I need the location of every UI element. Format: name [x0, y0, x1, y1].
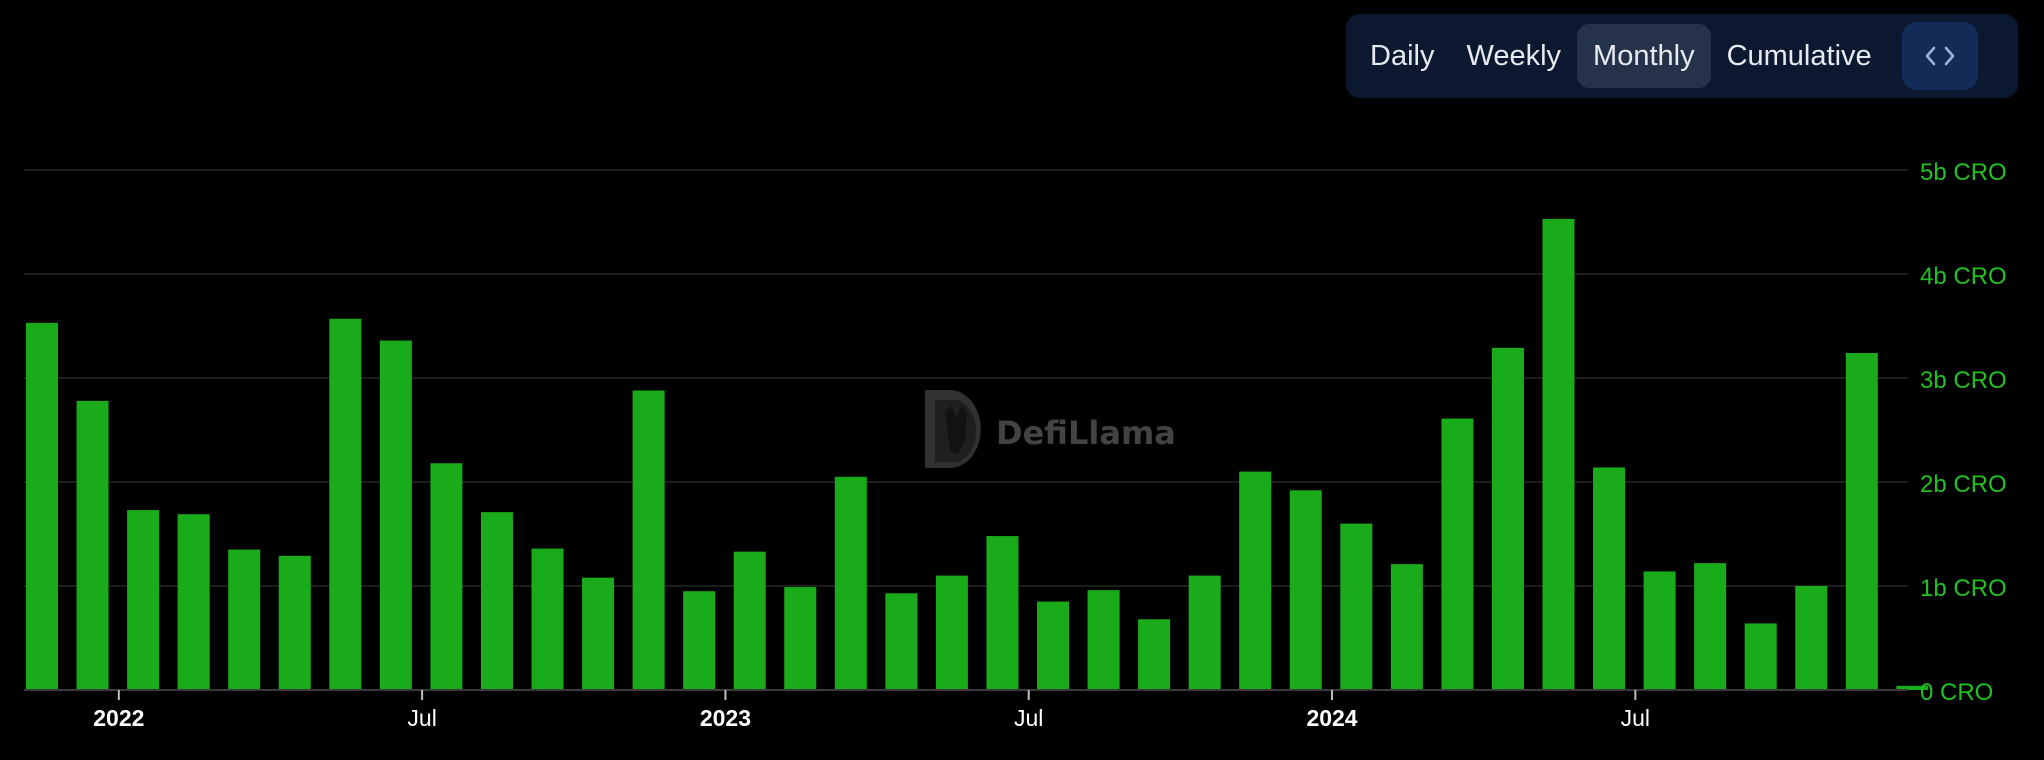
x-tick-label: Jul: [1621, 705, 1650, 731]
bar[interactable]: [885, 593, 918, 690]
bar[interactable]: [1896, 685, 1929, 690]
bar[interactable]: [1593, 467, 1626, 690]
bar[interactable]: [379, 340, 412, 690]
bar[interactable]: [733, 551, 766, 690]
bar[interactable]: [76, 400, 109, 690]
grid-lines: [24, 169, 1908, 587]
x-tick-label: Jul: [407, 705, 436, 731]
bar[interactable]: [582, 577, 615, 690]
x-tick-label: 2024: [1306, 705, 1357, 731]
bar[interactable]: [1441, 418, 1474, 690]
embed-button[interactable]: [1901, 22, 1978, 90]
x-tick-label: 2023: [700, 705, 751, 731]
bar[interactable]: [531, 548, 564, 690]
bar[interactable]: [1491, 347, 1524, 690]
bar[interactable]: [1087, 590, 1120, 690]
bar[interactable]: [329, 318, 362, 690]
bars: [26, 218, 1929, 690]
bar[interactable]: [480, 512, 513, 690]
bar[interactable]: [1845, 353, 1878, 690]
tab-cumulative[interactable]: Cumulative: [1726, 39, 1872, 72]
x-tick-label: 2022: [93, 705, 144, 731]
bar[interactable]: [1289, 490, 1322, 690]
y-tick-label: 1b CRO: [1920, 575, 2007, 602]
x-tick-label: Jul: [1014, 705, 1043, 731]
y-axis-ticks: 0 CRO 1b CRO 2b CRO 3b CRO 4b CRO 5b CRO: [1920, 159, 2007, 706]
bar[interactable]: [1643, 571, 1676, 690]
bar[interactable]: [1037, 601, 1069, 690]
bar[interactable]: [1390, 564, 1423, 690]
watermark: DefiLlama: [925, 390, 1176, 468]
bar[interactable]: [1138, 619, 1171, 690]
x-axis-ticks: 2022 Jul 2023 Jul 2024 Jul: [93, 690, 1650, 731]
bar[interactable]: [1542, 218, 1575, 690]
bar[interactable]: [935, 575, 968, 690]
bar[interactable]: [1239, 471, 1272, 690]
bar[interactable]: [683, 591, 716, 690]
bar[interactable]: [986, 536, 1019, 690]
bar[interactable]: [430, 463, 463, 690]
tab-weekly[interactable]: Weekly: [1466, 39, 1562, 72]
bar[interactable]: [1744, 623, 1777, 690]
bar[interactable]: [26, 322, 58, 690]
bar[interactable]: [228, 549, 261, 690]
bar[interactable]: [1188, 575, 1221, 690]
bar[interactable]: [278, 555, 311, 690]
y-tick-label: 3b CRO: [1920, 367, 2007, 394]
bar[interactable]: [834, 476, 867, 690]
bar[interactable]: [632, 390, 665, 690]
chart-period-toolbar: Daily Weekly Monthly Cumulative: [1346, 14, 2018, 98]
bar[interactable]: [127, 510, 160, 690]
bar[interactable]: [177, 514, 210, 690]
bar[interactable]: [1795, 586, 1828, 690]
bar[interactable]: [1694, 563, 1727, 690]
bar[interactable]: [1340, 523, 1373, 690]
tab-monthly[interactable]: Monthly: [1577, 24, 1711, 88]
watermark-label: DefiLlama: [996, 414, 1176, 452]
y-tick-label: 2b CRO: [1920, 471, 2007, 498]
y-tick-label: 4b CRO: [1920, 263, 2007, 290]
y-tick-label: 0 CRO: [1920, 679, 1993, 706]
llama-logo-icon: [925, 390, 981, 468]
y-tick-label: 5b CRO: [1920, 159, 2007, 186]
code-brackets-icon: [1925, 46, 1954, 66]
bar[interactable]: [784, 587, 817, 690]
tab-daily[interactable]: Daily: [1370, 39, 1435, 72]
